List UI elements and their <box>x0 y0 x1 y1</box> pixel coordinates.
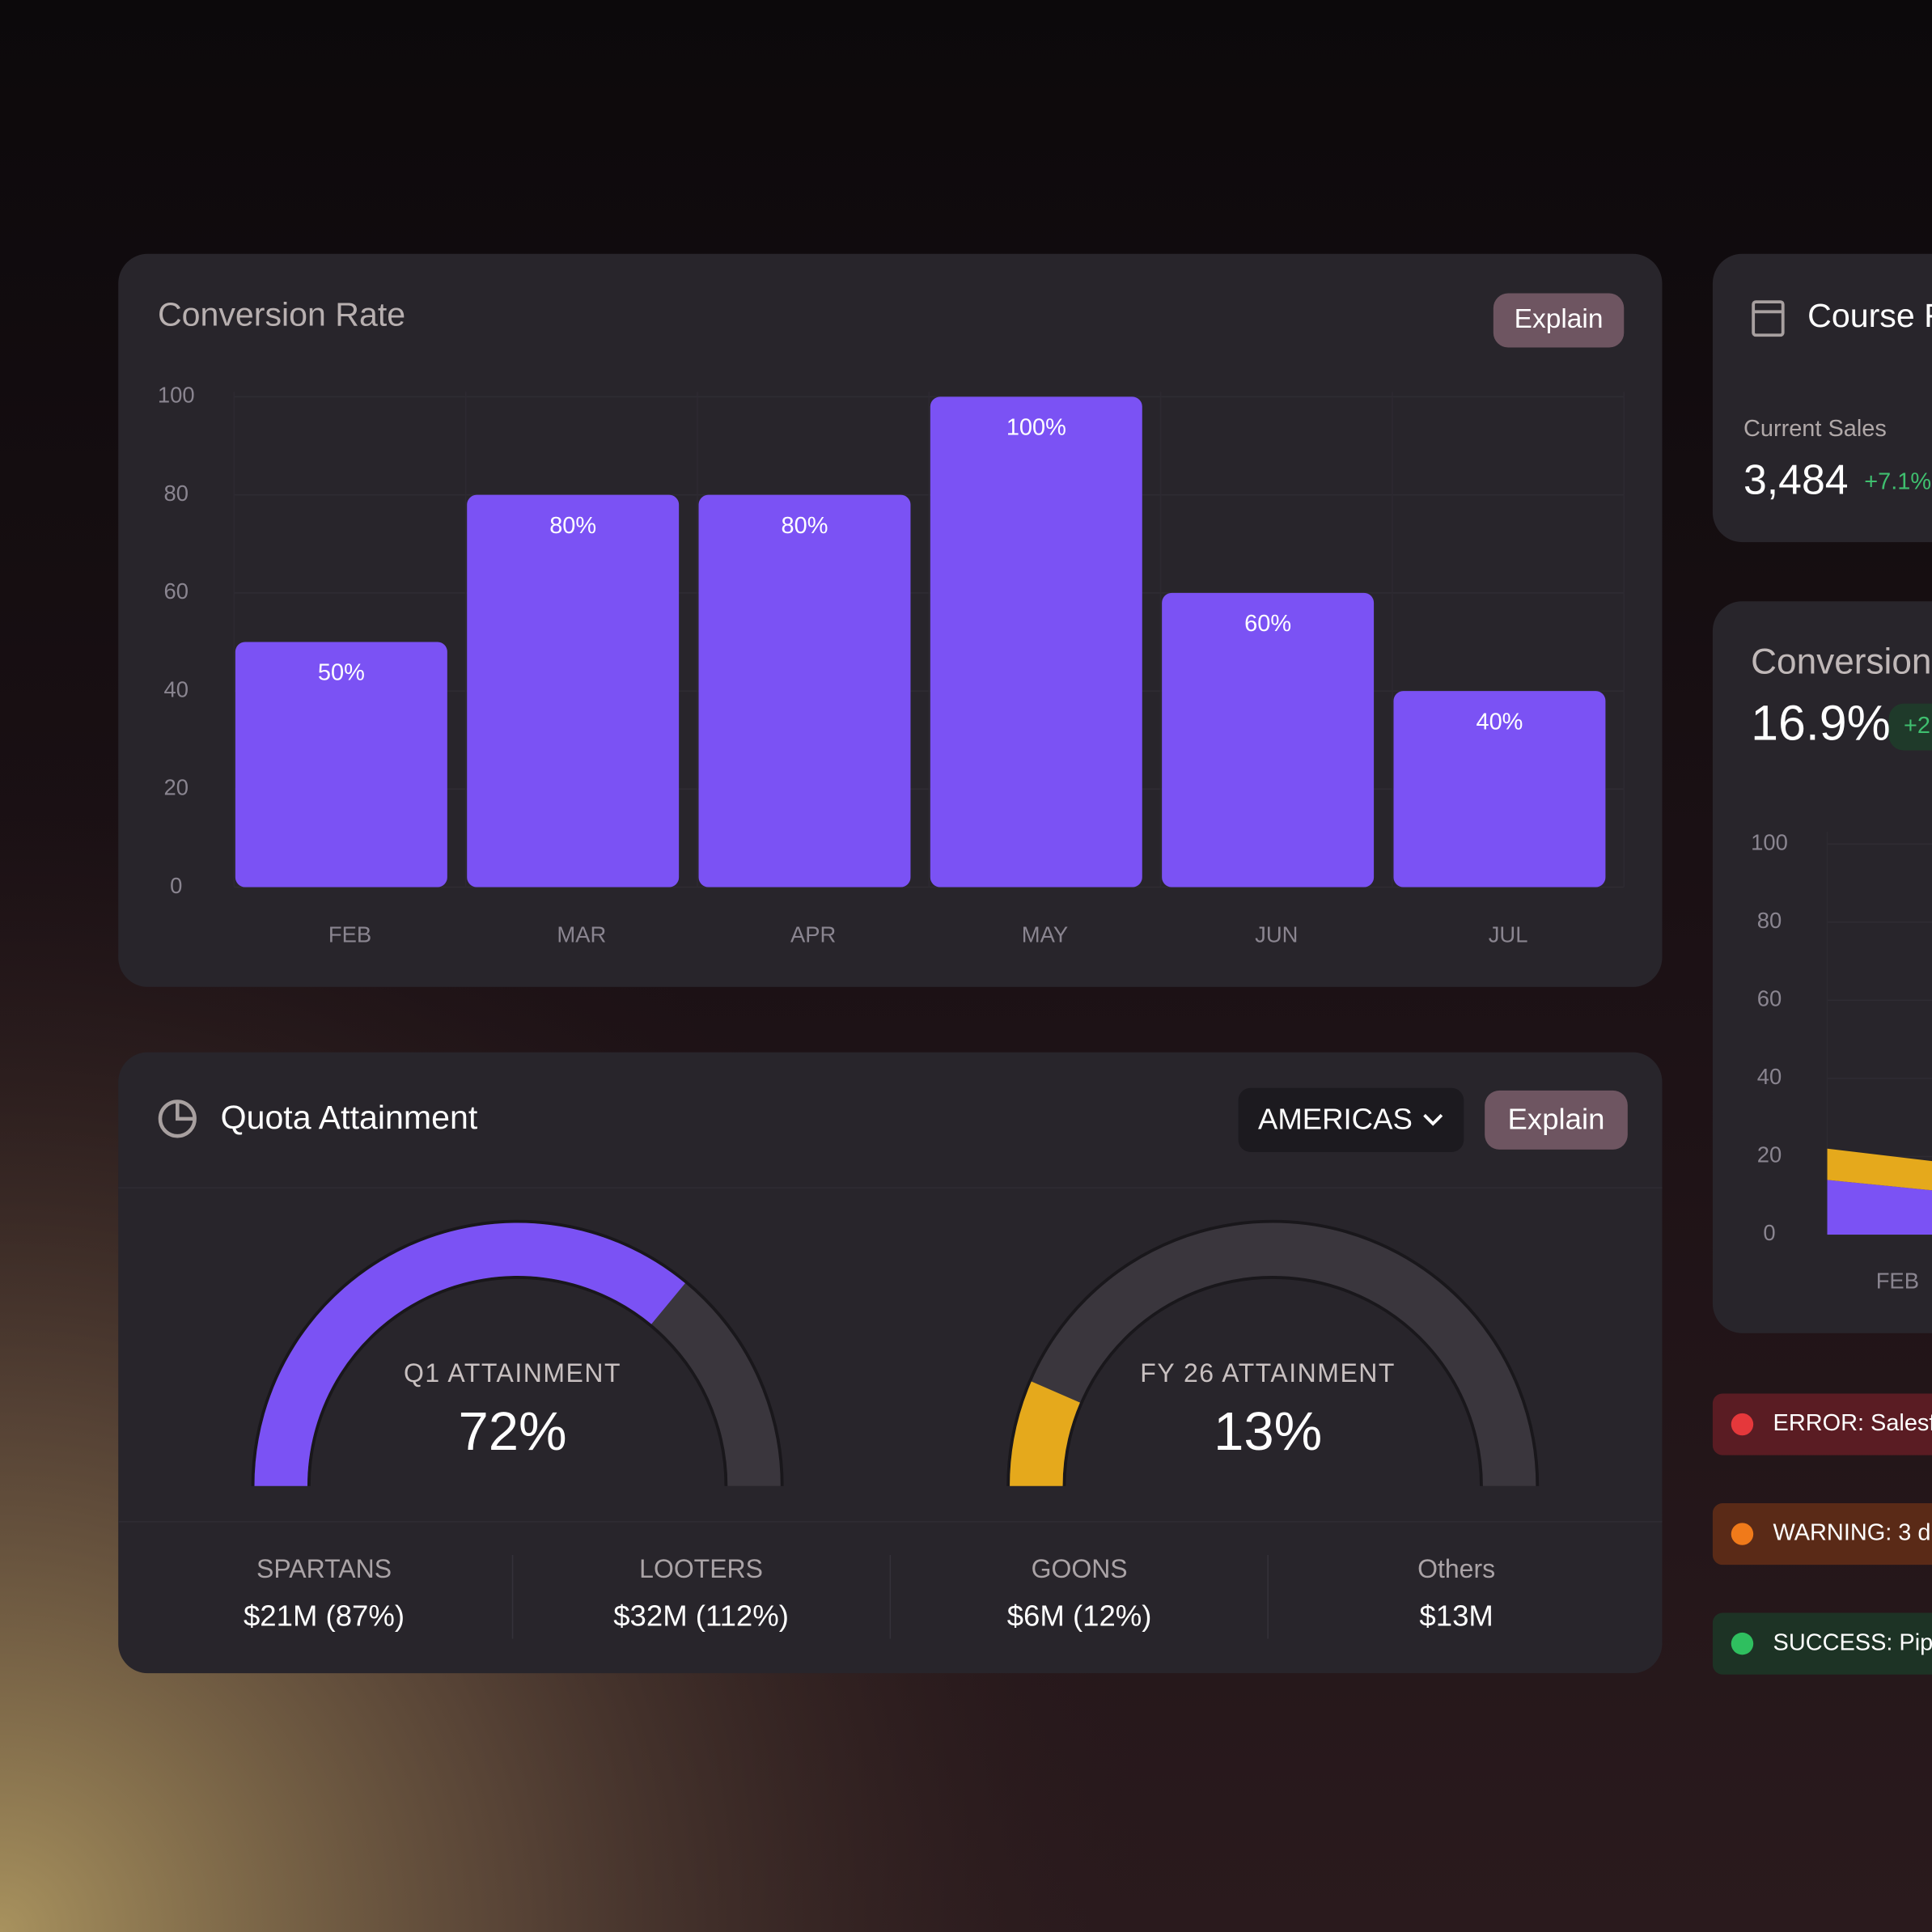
x-tick-label: MAR <box>557 922 606 947</box>
card <box>118 1052 1663 1674</box>
explain-button-label[interactable]: Explain <box>1508 1103 1605 1136</box>
gauge-arc <box>254 1222 685 1486</box>
y-tick-label: 40 <box>1757 1064 1782 1089</box>
y-tick-label: 60 <box>1757 986 1782 1011</box>
gauge-arc <box>1010 1381 1081 1487</box>
card-title: Conversion <box>1751 642 1931 682</box>
y-tick-label: 20 <box>1757 1142 1782 1167</box>
alert-text: WARNING: 3 d <box>1773 1520 1931 1546</box>
explain-button-label[interactable]: Explain <box>1515 304 1604 334</box>
breakdown-value: $32M (112%) <box>613 1599 789 1632</box>
y-tick-label: 80 <box>1757 908 1782 933</box>
area <box>1827 1148 1932 1191</box>
breakdown-name: LOOTERS <box>639 1554 763 1583</box>
breakdown-value: $6M (12%) <box>1007 1599 1152 1632</box>
alert-icon <box>1731 1632 1754 1655</box>
bar <box>235 642 447 888</box>
alert-icon <box>1731 1523 1754 1545</box>
x-tick-label: JUN <box>1255 922 1298 947</box>
value-label: 80% <box>549 513 596 539</box>
card-title: Conversion Rate <box>158 295 405 333</box>
card-title: Quota Attainment <box>221 1099 478 1136</box>
card-title: Course F <box>1807 297 1932 334</box>
pie-icon <box>158 1099 197 1138</box>
gauge-track <box>1010 1222 1536 1486</box>
explain-button[interactable] <box>1493 293 1625 348</box>
change-badge <box>1888 703 1932 751</box>
breakdown-name: GOONS <box>1032 1554 1128 1583</box>
value-label: 40% <box>1476 709 1523 735</box>
y-tick-label: 40 <box>164 676 189 701</box>
y-tick-label: 0 <box>1763 1220 1775 1245</box>
gauge-label: FY 26 ATTAINMENT <box>1140 1358 1396 1388</box>
metric-value: 16.9% <box>1751 696 1891 751</box>
alert <box>1712 1393 1932 1455</box>
chevron <box>1423 1113 1443 1126</box>
breakdown-value: $21M (87%) <box>244 1599 405 1632</box>
breakdown-name: SPARTANS <box>256 1554 392 1583</box>
metric-change: +2 <box>1904 713 1930 739</box>
x-tick-label: MAY <box>1022 922 1068 947</box>
value-label: 50% <box>318 660 365 686</box>
region-dropdown-label[interactable]: AMERICAS <box>1258 1103 1413 1136</box>
gauge-label: Q1 ATTAINMENT <box>404 1358 621 1388</box>
breakdown-name: Others <box>1417 1554 1495 1583</box>
alert-text: ERROR: Salesf <box>1773 1410 1932 1436</box>
region-dropdown[interactable] <box>1238 1087 1464 1152</box>
bar <box>1393 691 1606 888</box>
value-label: 60% <box>1244 611 1291 637</box>
alert-text: SUCCESS: Pip <box>1773 1629 1932 1655</box>
gauges: Q1 ATTAINMENT 72% FY 26 ATTAINMENT 13% SPART… <box>244 1219 1540 1639</box>
bar <box>930 396 1142 888</box>
bar <box>698 494 911 888</box>
metric-change: +7.1% <box>1864 469 1931 495</box>
alert-icon <box>1731 1413 1754 1436</box>
area-chart: 0 20 40 60 80 100 FEB <box>1751 829 1932 1294</box>
y-tick-label: 100 <box>158 383 195 408</box>
gauge-value: 72% <box>458 1401 566 1462</box>
y-tick-label: 20 <box>164 775 189 800</box>
value-label: 80% <box>782 513 828 539</box>
x-tick-label: JUL <box>1489 922 1528 947</box>
card <box>1712 253 1932 543</box>
bar-chart: 0 20 40 60 80 100 50% FEB 80% MAR 80% APR 100% MAY 60%… <box>158 383 1625 947</box>
area <box>1827 1180 1932 1235</box>
gauge-value: 13% <box>1214 1401 1322 1462</box>
card <box>1712 601 1932 1333</box>
y-tick-label: 0 <box>170 873 182 898</box>
x-tick-label: FEB <box>328 922 371 947</box>
x-tick-label: FEB <box>1876 1269 1919 1294</box>
bar <box>467 494 680 888</box>
y-tick-label: 60 <box>164 578 189 604</box>
alerts: ERROR: Salesf WARNING: 3 d SUCCESS: Pip <box>1712 1393 1932 1675</box>
y-tick-label: 100 <box>1751 829 1788 854</box>
value-label: 100% <box>1006 415 1066 441</box>
y-tick-label: 80 <box>164 481 189 506</box>
alert <box>1712 1503 1932 1566</box>
metric-label: Current Sales <box>1743 416 1887 442</box>
x-tick-label: APR <box>790 922 836 947</box>
alert <box>1712 1612 1932 1675</box>
book-icon <box>1752 300 1785 337</box>
bar <box>1162 592 1375 888</box>
explain-button[interactable] <box>1485 1090 1628 1150</box>
breakdown-value: $13M <box>1419 1599 1493 1632</box>
metric-value: 3,484 <box>1743 456 1849 503</box>
